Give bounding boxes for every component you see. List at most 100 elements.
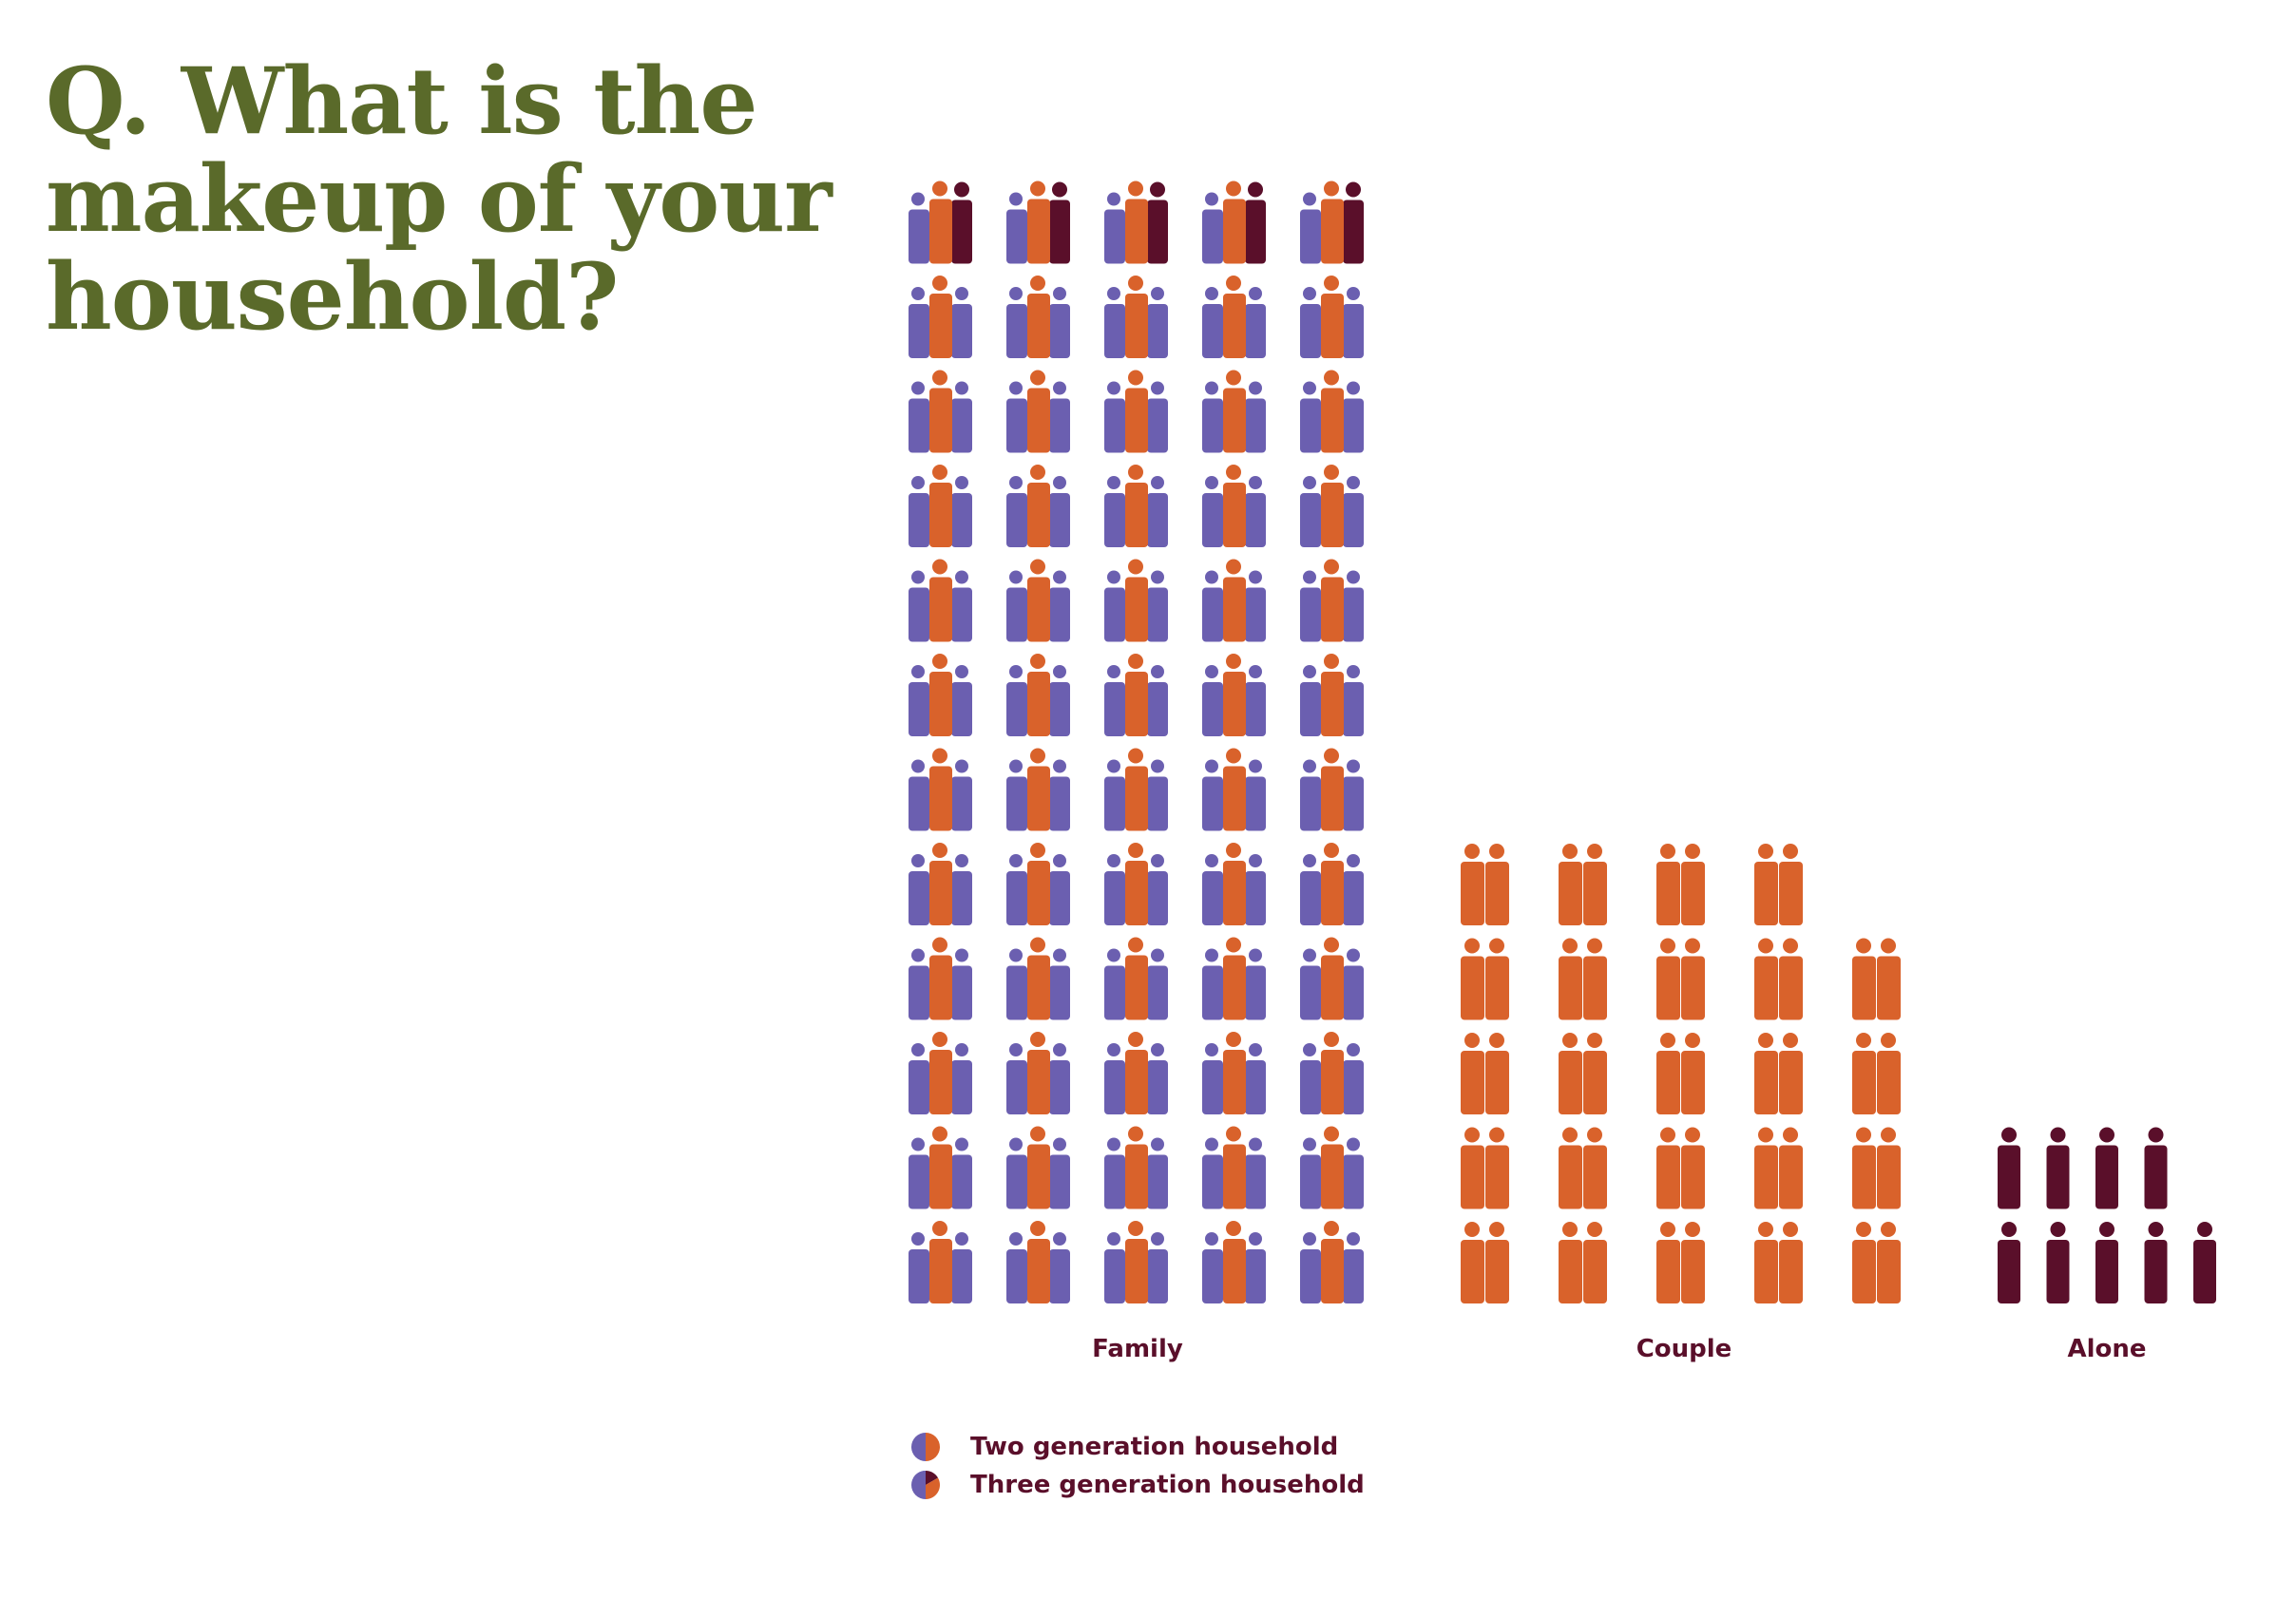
- couple-icon: [1656, 844, 1705, 925]
- two-generation-family-icon: [1006, 937, 1070, 1020]
- two-generation-family-icon: [1300, 843, 1364, 925]
- two-generation-family-icon: [1202, 1221, 1266, 1303]
- person-icon: [2095, 1222, 2118, 1303]
- two-generation-family-icon: [1300, 559, 1364, 642]
- couple-icon: [1559, 1222, 1607, 1303]
- two-generation-family-icon: [1104, 465, 1168, 547]
- two-generation-family-icon: [1104, 1126, 1168, 1209]
- two-generation-family-icon: [1202, 465, 1266, 547]
- legend-label-two-generation: Two generation household: [970, 1433, 1338, 1461]
- couple-icon: [1559, 844, 1607, 925]
- two-generation-family-icon: [909, 370, 972, 453]
- two-generation-family-icon: [1300, 1221, 1364, 1303]
- two-generation-family-icon: [909, 1126, 972, 1209]
- two-generation-family-icon: [909, 276, 972, 358]
- two-generation-family-icon: [909, 843, 972, 925]
- person-icon: [2144, 1127, 2168, 1209]
- two-generation-family-icon: [1300, 748, 1364, 831]
- two-generation-family-icon: [1202, 748, 1266, 831]
- icon-grid: [909, 181, 2216, 1303]
- three-generation-family-icon: [1006, 181, 1070, 264]
- category-label-couple: Couple: [1636, 1335, 1732, 1363]
- couple-icon: [1461, 1127, 1509, 1209]
- two-generation-family-icon: [1104, 370, 1168, 453]
- two-generation-family-icon: [1300, 370, 1364, 453]
- two-generation-family-icon: [1104, 748, 1168, 831]
- category-label-family: Family: [1092, 1335, 1183, 1363]
- legend-label-three-generation: Three generation household: [970, 1471, 1365, 1499]
- two-generation-family-icon: [1104, 654, 1168, 736]
- two-generation-family-icon: [1104, 937, 1168, 1020]
- couple-icon: [1559, 1033, 1607, 1114]
- two-generation-family-icon: [1006, 370, 1070, 453]
- couple-icon: [1754, 1222, 1803, 1303]
- three-generation-family-icon: [1104, 181, 1168, 264]
- two-generation-family-icon: [1006, 276, 1070, 358]
- two-generation-family-icon: [1006, 1032, 1070, 1114]
- two-generation-family-icon: [1104, 1032, 1168, 1114]
- two-generation-family-icon: [909, 559, 972, 642]
- couple-icon: [1656, 1127, 1705, 1209]
- two-generation-family-icon: [909, 1032, 972, 1114]
- two-generation-family-icon: [1006, 748, 1070, 831]
- two-generation-family-icon: [1006, 843, 1070, 925]
- two-generation-family-icon: [1104, 843, 1168, 925]
- title-line-1: Q. What is the: [46, 48, 757, 155]
- couple-icon: [1461, 844, 1509, 925]
- two-generation-family-icon: [1006, 1126, 1070, 1209]
- couple-icon: [1754, 938, 1803, 1020]
- person-icon: [1998, 1127, 2020, 1209]
- three-generation-family-icon: [909, 181, 972, 264]
- three-generation-icon: [911, 1470, 941, 1499]
- two-generation-family-icon: [1300, 654, 1364, 736]
- two-generation-family-icon: [1300, 276, 1364, 358]
- couple-icon: [1852, 1127, 1901, 1209]
- couple-icon: [1461, 1033, 1509, 1114]
- couple-icon: [1559, 938, 1607, 1020]
- two-generation-family-icon: [1202, 276, 1266, 358]
- couple-icon: [1656, 938, 1705, 1020]
- couple-icon: [1754, 1033, 1803, 1114]
- person-icon: [2095, 1127, 2118, 1209]
- title-line-3: household?: [46, 243, 619, 351]
- two-generation-family-icon: [1300, 1126, 1364, 1209]
- couple-icon: [1754, 1127, 1803, 1209]
- two-generation-family-icon: [1202, 1032, 1266, 1114]
- two-generation-family-icon: [1006, 465, 1070, 547]
- couple-icon: [1852, 1033, 1901, 1114]
- couple-icon: [1852, 938, 1901, 1020]
- title-line-2: makeup of your: [46, 145, 832, 253]
- legend: Two generation household Three generatio…: [911, 1433, 1365, 1499]
- two-generation-family-icon: [1006, 1221, 1070, 1303]
- two-generation-family-icon: [909, 465, 972, 547]
- person-icon: [2046, 1127, 2070, 1209]
- person-icon: [1998, 1222, 2020, 1303]
- two-generation-family-icon: [909, 937, 972, 1020]
- two-generation-family-icon: [1300, 1032, 1364, 1114]
- person-icon: [2144, 1222, 2168, 1303]
- two-generation-family-icon: [1104, 559, 1168, 642]
- couple-icon: [1754, 844, 1803, 925]
- two-generation-family-icon: [1202, 559, 1266, 642]
- two-generation-family-icon: [909, 748, 972, 831]
- couple-icon: [1559, 1127, 1607, 1209]
- two-generation-family-icon: [1104, 276, 1168, 358]
- couple-icon: [1656, 1033, 1705, 1114]
- two-generation-family-icon: [1202, 937, 1266, 1020]
- couple-icon: [1852, 1222, 1901, 1303]
- two-generation-family-icon: [909, 654, 972, 736]
- two-generation-family-icon: [1202, 370, 1266, 453]
- couple-icon: [1461, 938, 1509, 1020]
- two-generation-family-icon: [1006, 654, 1070, 736]
- two-generation-family-icon: [1202, 1126, 1266, 1209]
- three-generation-family-icon: [1202, 181, 1266, 264]
- couple-icon: [1656, 1222, 1705, 1303]
- two-generation-family-icon: [1300, 937, 1364, 1020]
- category-label-alone: Alone: [2067, 1335, 2146, 1363]
- two-generation-family-icon: [1104, 1221, 1168, 1303]
- two-generation-family-icon: [1006, 559, 1070, 642]
- page-title: Q. What is the makeup of your household?: [46, 52, 832, 346]
- couple-icon: [1461, 1222, 1509, 1303]
- two-generation-family-icon: [1300, 465, 1364, 547]
